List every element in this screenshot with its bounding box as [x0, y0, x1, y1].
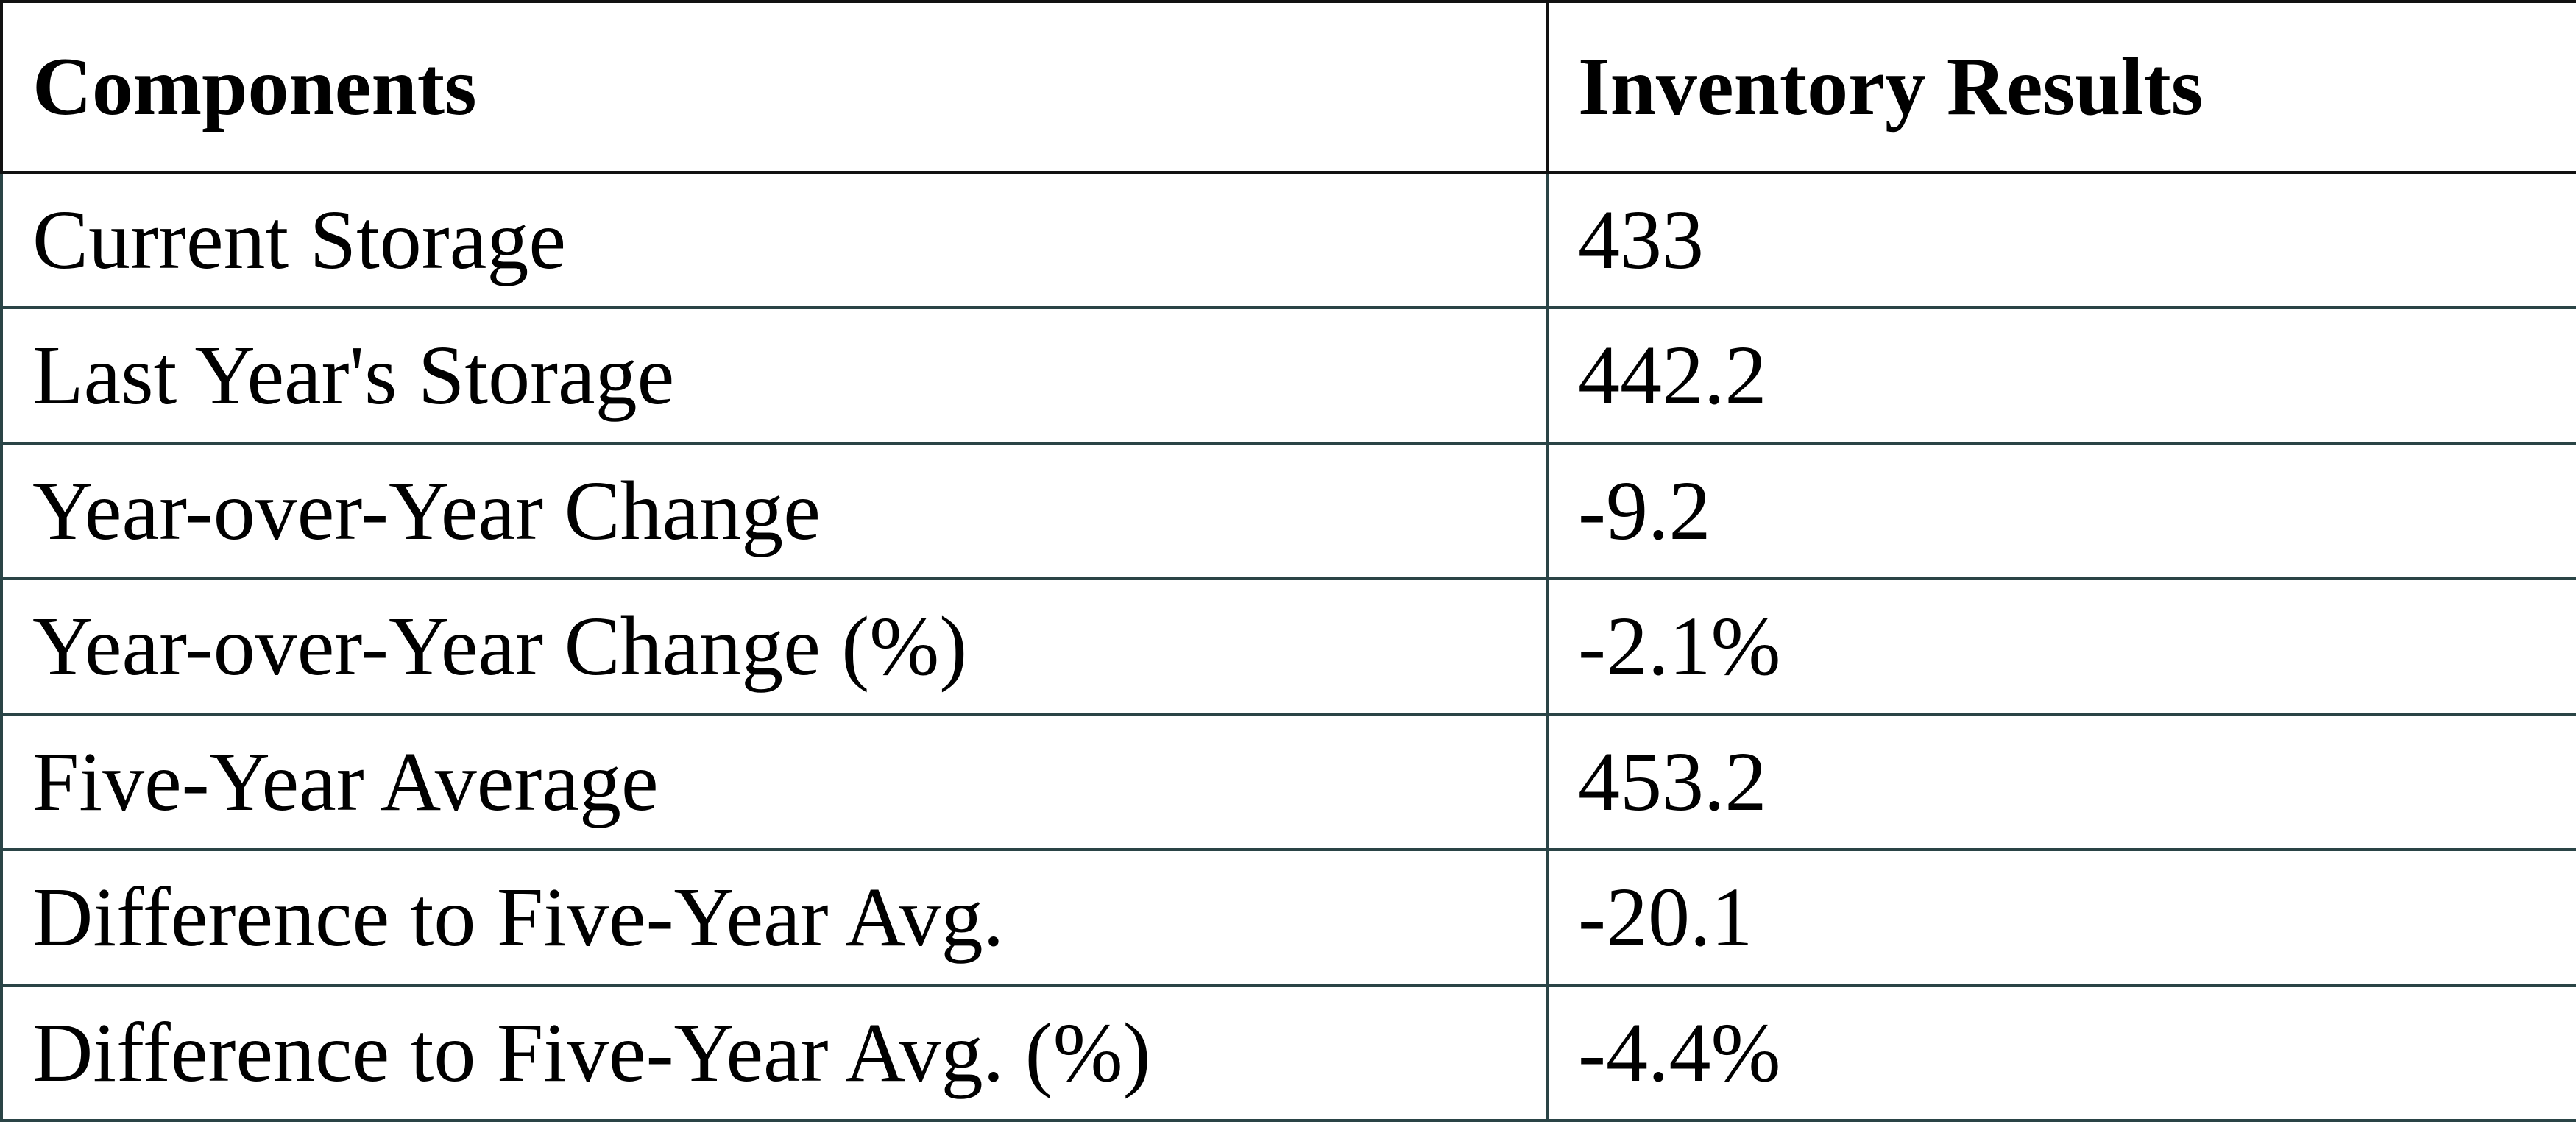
header-cell: Components [0, 0, 1549, 174]
component-cell: Current Storage [0, 171, 1549, 309]
component-cell: Five-Year Average [0, 713, 1549, 851]
table-row: Current Storage 433 [0, 171, 2576, 309]
table-header: Components Inventory Results [0, 0, 2576, 174]
header-row: Components Inventory Results [0, 0, 2576, 174]
result-cell: -9.2 [1546, 442, 2576, 580]
result-cell: -4.4% [1546, 984, 2576, 1122]
result-cell: -2.1% [1546, 577, 2576, 716]
table-body: Current Storage 433 Last Year's Storage 442… [0, 171, 2576, 1122]
table-row: Difference to Five-Year Avg. -20.1 [0, 848, 2576, 987]
component-cell: Difference to Five-Year Avg. (%) [0, 984, 1549, 1122]
component-cell: Difference to Five-Year Avg. [0, 848, 1549, 987]
result-cell: 433 [1546, 171, 2576, 309]
table-row: Difference to Five-Year Avg. (%) -4.4% [0, 984, 2576, 1122]
component-cell: Year-over-Year Change [0, 442, 1549, 580]
table-row: Year-over-Year Change (%) -2.1% [0, 577, 2576, 716]
component-cell: Last Year's Storage [0, 306, 1549, 445]
result-cell: 442.2 [1546, 306, 2576, 445]
component-cell: Year-over-Year Change (%) [0, 577, 1549, 716]
table-row: Year-over-Year Change -9.2 [0, 442, 2576, 580]
header-cell: Inventory Results [1546, 0, 2576, 174]
result-cell: -20.1 [1546, 848, 2576, 987]
table-row: Five-Year Average 453.2 [0, 713, 2576, 851]
result-cell: 453.2 [1546, 713, 2576, 851]
table-row: Last Year's Storage 442.2 [0, 306, 2576, 445]
